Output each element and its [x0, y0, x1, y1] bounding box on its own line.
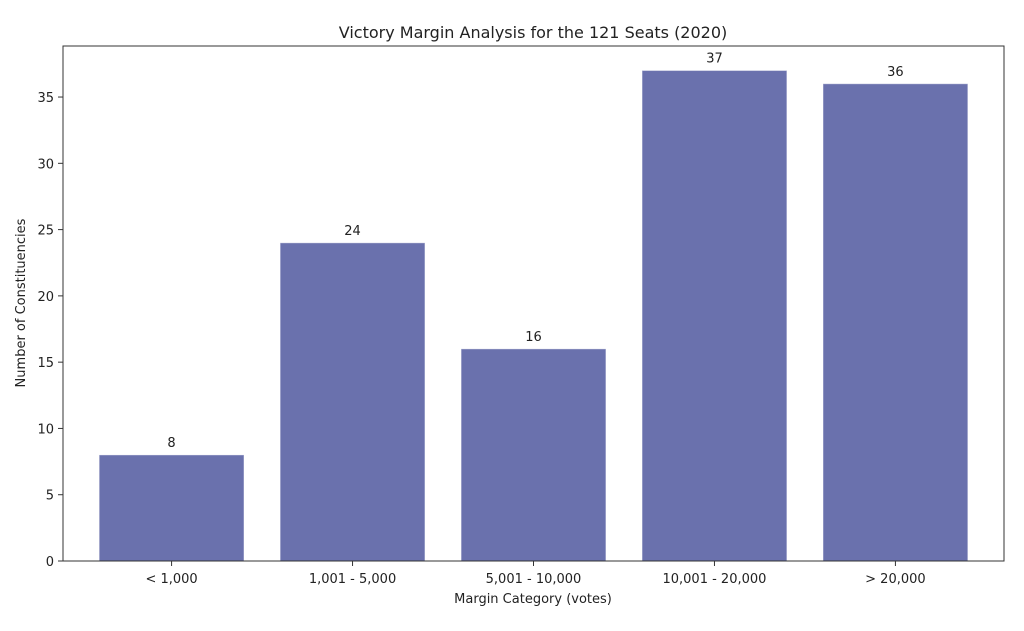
x-axis-label: Margin Category (votes)	[454, 592, 612, 607]
x-tick-label: 5,001 - 10,000	[486, 572, 582, 587]
plot-frame	[62, 45, 1005, 562]
x-tick-label: < 1,000	[145, 572, 197, 587]
bar-data-label: 37	[706, 52, 723, 67]
y-axis-label: Number of Constituencies	[14, 218, 29, 387]
bar	[98, 454, 245, 562]
bar	[460, 348, 607, 562]
y-tick-label: 30	[37, 157, 54, 172]
bar	[641, 70, 788, 562]
y-tick-label: 0	[46, 555, 54, 570]
x-tick-label: 1,001 - 5,000	[309, 572, 396, 587]
bar-data-label: 24	[344, 224, 361, 239]
chart-title: Victory Margin Analysis for the 121 Seat…	[339, 23, 728, 42]
y-tick-label: 25	[37, 224, 54, 239]
bar-data-label: 8	[167, 436, 175, 451]
bar-data-label: 16	[525, 330, 542, 345]
y-tick-label: 10	[37, 422, 54, 437]
x-tick-label: 10,001 - 20,000	[662, 572, 766, 587]
bar	[279, 242, 426, 562]
y-tick-label: 35	[37, 91, 54, 106]
bar-data-label: 36	[887, 65, 904, 80]
y-tick-label: 15	[37, 356, 54, 371]
bar	[822, 83, 969, 562]
x-tick-label: > 20,000	[865, 572, 926, 587]
y-tick-label: 20	[37, 290, 54, 305]
y-tick-label: 5	[46, 489, 54, 504]
